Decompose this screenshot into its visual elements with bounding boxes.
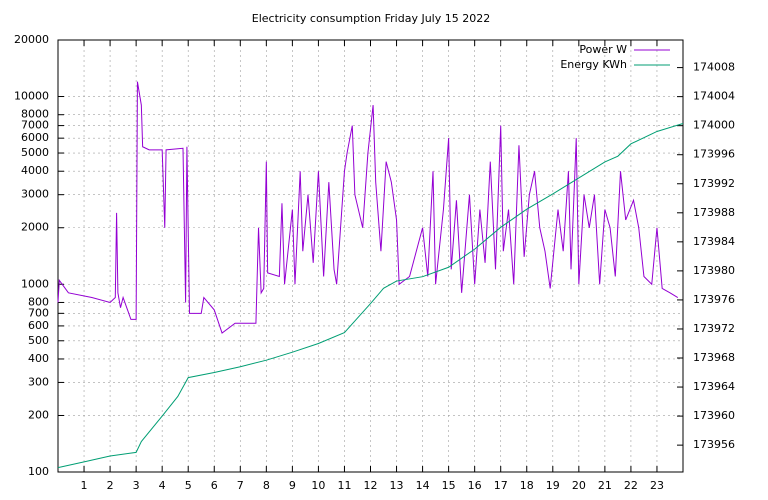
x-tick-label: 13 bbox=[390, 479, 404, 492]
y2-tick-label: 173980 bbox=[693, 264, 735, 277]
x-tick-label: 16 bbox=[468, 479, 482, 492]
y2-tick-label: 173964 bbox=[693, 380, 735, 393]
y-tick-label: 6000 bbox=[21, 131, 49, 144]
y-tick-label: 800 bbox=[28, 295, 49, 308]
x-tick-label: 22 bbox=[624, 479, 638, 492]
x-tick-label: 12 bbox=[364, 479, 378, 492]
y-tick-label: 7000 bbox=[21, 119, 49, 132]
x-tick-label: 2 bbox=[107, 479, 114, 492]
series-line bbox=[57, 81, 679, 334]
y2-tick-label: 173972 bbox=[693, 322, 735, 335]
y-tick-label: 20000 bbox=[14, 33, 49, 46]
x-tick-label: 20 bbox=[572, 479, 586, 492]
x-tick-label: 5 bbox=[185, 479, 192, 492]
x-tick-label: 1 bbox=[81, 479, 88, 492]
x-tick-label: 6 bbox=[211, 479, 218, 492]
y-tick-label: 200 bbox=[28, 408, 49, 421]
y2-tick-label: 173956 bbox=[693, 438, 735, 451]
y2-tick-label: 173996 bbox=[693, 148, 735, 161]
x-tick-label: 11 bbox=[337, 479, 351, 492]
x-tick-label: 9 bbox=[289, 479, 296, 492]
x-tick-label: 15 bbox=[442, 479, 456, 492]
x-tick-label: 10 bbox=[311, 479, 325, 492]
y-tick-label: 1000 bbox=[21, 277, 49, 290]
x-tick-label: 18 bbox=[520, 479, 534, 492]
x-tick-label: 21 bbox=[598, 479, 612, 492]
y2-tick-label: 173988 bbox=[693, 206, 735, 219]
legend-label: Energy KWh bbox=[560, 58, 627, 71]
plot-frame bbox=[57, 39, 684, 473]
y2-tick-label: 173984 bbox=[693, 235, 735, 248]
y2-tick-label: 173992 bbox=[693, 177, 735, 190]
y2-tick-label: 174008 bbox=[693, 61, 735, 74]
y-tick-label: 3000 bbox=[21, 188, 49, 201]
y-tick-label: 2000 bbox=[21, 221, 49, 234]
y2-tick-label: 173968 bbox=[693, 351, 735, 364]
y2-tick-label: 174004 bbox=[693, 90, 735, 103]
y-tick-label: 10000 bbox=[14, 90, 49, 103]
x-tick-label: 14 bbox=[416, 479, 430, 492]
y-tick-label: 500 bbox=[28, 334, 49, 347]
x-tick-label: 23 bbox=[650, 479, 664, 492]
y2-tick-label: 174000 bbox=[693, 119, 735, 132]
x-tick-label: 17 bbox=[494, 479, 508, 492]
y-tick-label: 100 bbox=[28, 465, 49, 478]
y-tick-label: 700 bbox=[28, 306, 49, 319]
chart-title: Electricity consumption Friday July 15 2… bbox=[252, 12, 490, 25]
x-tick-label: 8 bbox=[263, 479, 270, 492]
y-tick-label: 4000 bbox=[21, 164, 49, 177]
x-tick-label: 19 bbox=[546, 479, 560, 492]
x-tick-label: 3 bbox=[133, 479, 140, 492]
y-tick-label: 8000 bbox=[21, 108, 49, 121]
y-tick-label: 5000 bbox=[21, 146, 49, 159]
series-line bbox=[57, 123, 684, 469]
y-tick-label: 600 bbox=[28, 319, 49, 332]
x-tick-label: 4 bbox=[159, 479, 166, 492]
y-tick-label: 400 bbox=[28, 352, 49, 365]
x-tick-label: 7 bbox=[237, 479, 244, 492]
y-tick-label: 300 bbox=[28, 375, 49, 388]
legend-label: Power W bbox=[579, 43, 627, 56]
y2-tick-label: 173960 bbox=[693, 409, 735, 422]
y2-tick-label: 173976 bbox=[693, 293, 735, 306]
